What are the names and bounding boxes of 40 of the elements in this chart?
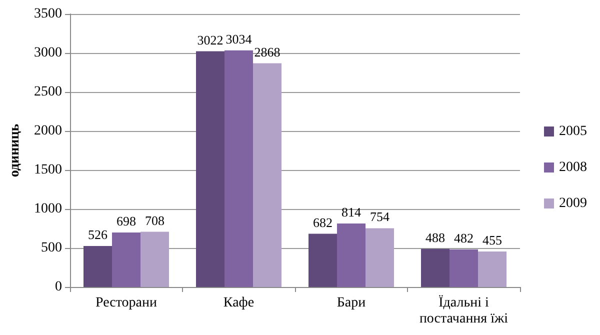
data-label: 698 [116, 214, 136, 229]
bar [112, 232, 140, 287]
data-label: 754 [370, 209, 390, 224]
y-tick-label: 3000 [34, 46, 62, 60]
y-tick-label: 3500 [34, 6, 62, 22]
x-tick-label: Кафе [223, 296, 254, 310]
y-tick-label: 0 [55, 280, 62, 294]
bar [337, 224, 366, 287]
bar [450, 249, 478, 287]
data-label: 526 [88, 226, 108, 242]
y-axis-title: одиниць [8, 123, 22, 178]
data-label: 708 [145, 212, 164, 228]
legend-label: 2008 [559, 160, 587, 175]
data-label: 455 [482, 232, 502, 248]
bar [366, 228, 394, 287]
y-tick-label: 2500 [34, 84, 62, 100]
bar [224, 50, 253, 287]
bar [421, 248, 450, 287]
x-tick-label: Їдальні і постачання їжі [419, 294, 508, 326]
bar [308, 234, 337, 287]
data-label: 3034 [226, 31, 252, 46]
data-label: 3022 [197, 32, 224, 48]
data-label: 488 [426, 230, 445, 245]
y-tick-label: 1000 [34, 202, 62, 216]
data-label: 814 [342, 204, 362, 220]
data-label: 682 [313, 214, 332, 230]
y-tick-label: 2000 [34, 124, 62, 138]
data-label: 2868 [254, 44, 280, 60]
bar [84, 246, 112, 287]
x-tick-label: Ресторани [95, 296, 158, 310]
data-label: 482 [454, 230, 474, 246]
legend-label: 2009 [559, 196, 587, 211]
bar [253, 63, 282, 287]
x-tick-label: Бари [336, 296, 366, 310]
bar [478, 252, 506, 287]
y-tick-label: 1500 [34, 162, 62, 178]
bar [196, 51, 224, 287]
bar [140, 232, 169, 287]
legend-label: 2005 [559, 124, 587, 139]
y-tick-label: 500 [41, 240, 62, 256]
